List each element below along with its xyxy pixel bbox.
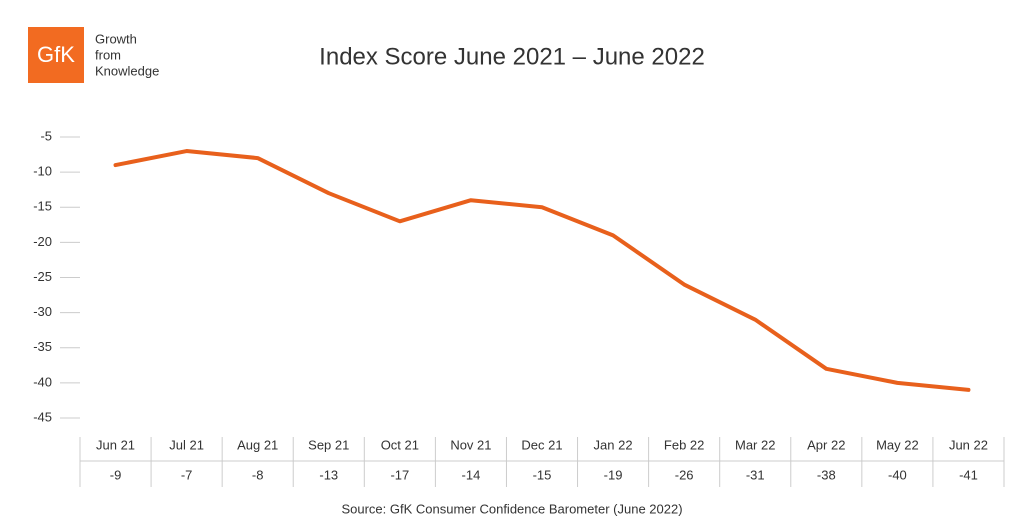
x-tick-label: Sep 21 <box>308 437 349 452</box>
y-tick-label: -15 <box>33 199 52 214</box>
x-tick-label: Jun 21 <box>96 437 135 452</box>
chart-title: Index Score June 2021 – June 2022 <box>319 43 705 70</box>
data-line <box>113 149 971 392</box>
x-tick-label: Aug 21 <box>237 437 278 452</box>
value-label: -14 <box>462 467 481 482</box>
value-label: -17 <box>390 467 409 482</box>
value-label: -26 <box>675 467 694 482</box>
value-label: -38 <box>817 467 836 482</box>
value-label: -19 <box>604 467 623 482</box>
x-tick-label: Mar 22 <box>735 437 775 452</box>
value-label: -8 <box>252 467 264 482</box>
value-label: -41 <box>959 467 978 482</box>
logo-text: from <box>95 47 121 62</box>
logo-mark: GfK <box>37 42 75 67</box>
x-tick-label: May 22 <box>876 437 919 452</box>
logo-text: Knowledge <box>95 63 159 78</box>
y-tick-label: -25 <box>33 269 52 284</box>
x-tick-label: Nov 21 <box>450 437 491 452</box>
y-tick-label: -10 <box>33 164 52 179</box>
x-tick-label: Oct 21 <box>381 437 419 452</box>
x-tick-label: Dec 21 <box>521 437 562 452</box>
value-label: -40 <box>888 467 907 482</box>
value-label: -7 <box>181 467 193 482</box>
x-tick-label: Jul 21 <box>169 437 204 452</box>
x-tick-label: Jan 22 <box>594 437 633 452</box>
y-tick-label: -45 <box>33 409 52 424</box>
x-tick-label: Jun 22 <box>949 437 988 452</box>
y-tick-label: -20 <box>33 234 52 249</box>
y-tick-label: -30 <box>33 304 52 319</box>
value-label: -15 <box>533 467 552 482</box>
logo-box <box>28 27 84 83</box>
x-tick-label: Apr 22 <box>807 437 845 452</box>
x-tick-label: Feb 22 <box>664 437 704 452</box>
y-tick-label: -40 <box>33 374 52 389</box>
y-tick-label: -35 <box>33 339 52 354</box>
value-label: -31 <box>746 467 765 482</box>
value-label: -13 <box>319 467 338 482</box>
value-label: -9 <box>110 467 122 482</box>
logo-text: Growth <box>95 31 137 46</box>
y-tick-label: -5 <box>40 128 52 143</box>
source: Source: GfK Consumer Confidence Baromete… <box>341 501 682 516</box>
